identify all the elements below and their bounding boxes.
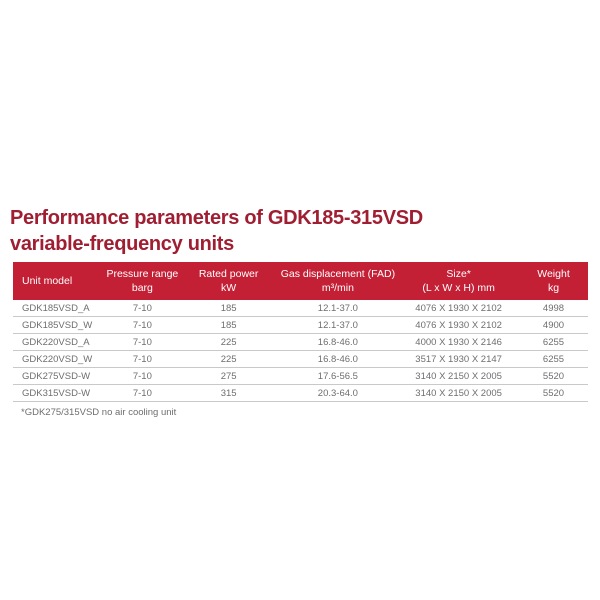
pressure-range-cell: 7-10 <box>132 302 152 314</box>
column-header-pressure-range: Pressure range barg <box>105 267 180 295</box>
column-header-unit: m³/min <box>321 282 354 294</box>
unit-model-cell: GDK315VSD-W <box>22 387 91 399</box>
table-row: GDK315VSD-W 7-10 315 20.3-64.0 3140 X 2150 X… <box>13 385 588 402</box>
table-row: GDK220VSD_W 7-10 225 16.8-46.0 3517 X 1930 X… <box>13 351 588 368</box>
size-cell: 3517 X 1930 X 2147 <box>415 353 502 365</box>
weight-cell: 6255 <box>542 353 565 365</box>
unit-model-cell: GDK185VSD_W <box>22 319 93 331</box>
unit-model-cell: GDK220VSD_A <box>22 336 90 348</box>
rated-power-cell: 275 <box>220 370 237 382</box>
unit-model-cell: GDK275VSD-W <box>22 370 91 382</box>
table-header-row: Unit model Pressure range barg Rated pow… <box>13 262 588 300</box>
column-header-label: Size* <box>446 268 471 280</box>
table-row: GDK185VSD_A 7-10 185 12.1-37.0 4076 X 1930 X… <box>13 300 588 317</box>
column-header-label: Gas displacement (FAD) <box>280 268 396 280</box>
table-row: GDK220VSD_A 7-10 225 16.8-46.0 4000 X 1930 X… <box>13 334 588 351</box>
performance-parameters-table: Unit model Pressure range barg Rated pow… <box>13 262 588 418</box>
size-cell: 4000 X 1930 X 2146 <box>415 336 502 348</box>
column-header-unit-model: Unit model <box>13 274 105 288</box>
table-row: GDK185VSD_W 7-10 185 12.1-37.0 4076 X 1930 X… <box>13 317 588 334</box>
rated-power-cell: 225 <box>220 353 237 365</box>
rated-power-cell: 185 <box>220 302 237 314</box>
unit-model-cell: GDK185VSD_A <box>22 302 90 314</box>
weight-cell: 4998 <box>542 302 565 314</box>
page-title-line-1: Performance parameters of GDK185-315VSD <box>10 207 423 230</box>
weight-cell: 6255 <box>542 336 565 348</box>
table-footnote: *GDK275/315VSD no air cooling unit <box>21 407 177 418</box>
column-header-weight: Weight kg <box>519 267 588 295</box>
size-cell: 3140 X 2150 X 2005 <box>415 370 502 382</box>
column-header-label: Rated power <box>198 268 259 280</box>
column-header-gas-displacement: Gas displacement (FAD) m³/min <box>278 267 399 295</box>
weight-cell: 4900 <box>542 319 565 331</box>
column-header-rated-power: Rated power kW <box>180 267 278 295</box>
unit-model-cell: GDK220VSD_W <box>22 353 93 365</box>
page-title-line-2: variable-frequency units <box>10 233 234 256</box>
column-header-unit: barg <box>131 282 153 294</box>
table-body: GDK185VSD_A 7-10 185 12.1-37.0 4076 X 1930 X… <box>13 300 588 402</box>
size-cell: 4076 X 1930 X 2102 <box>415 319 502 331</box>
column-header-unit: kg <box>547 282 560 294</box>
gas-displacement-cell: 16.8-46.0 <box>317 353 358 365</box>
pressure-range-cell: 7-10 <box>132 336 152 348</box>
column-header-label: Pressure range <box>106 268 179 280</box>
gas-displacement-cell: 12.1-37.0 <box>317 319 358 331</box>
column-header-label: Unit model <box>22 275 73 287</box>
column-header-size: Size* (L x W x H) mm <box>398 267 519 295</box>
rated-power-cell: 225 <box>220 336 237 348</box>
column-header-unit: (L x W x H) mm <box>422 282 495 294</box>
weight-cell: 5520 <box>542 387 565 399</box>
pressure-range-cell: 7-10 <box>132 353 152 365</box>
table-row: GDK275VSD-W 7-10 275 17.6-56.5 3140 X 2150 X… <box>13 368 588 385</box>
column-header-unit: kW <box>221 282 237 294</box>
rated-power-cell: 315 <box>220 387 237 399</box>
page-title: Performance parameters of GDK185-315VSD … <box>10 205 570 257</box>
gas-displacement-cell: 12.1-37.0 <box>317 302 358 314</box>
column-header-label: Weight <box>537 268 570 280</box>
weight-cell: 5520 <box>542 370 565 382</box>
gas-displacement-cell: 17.6-56.5 <box>317 370 358 382</box>
pressure-range-cell: 7-10 <box>132 319 152 331</box>
rated-power-cell: 185 <box>220 319 237 331</box>
pressure-range-cell: 7-10 <box>132 370 152 382</box>
gas-displacement-cell: 20.3-64.0 <box>317 387 358 399</box>
gas-displacement-cell: 16.8-46.0 <box>317 336 358 348</box>
pressure-range-cell: 7-10 <box>132 387 152 399</box>
size-cell: 3140 X 2150 X 2005 <box>415 387 502 399</box>
size-cell: 4076 X 1930 X 2102 <box>415 302 502 314</box>
